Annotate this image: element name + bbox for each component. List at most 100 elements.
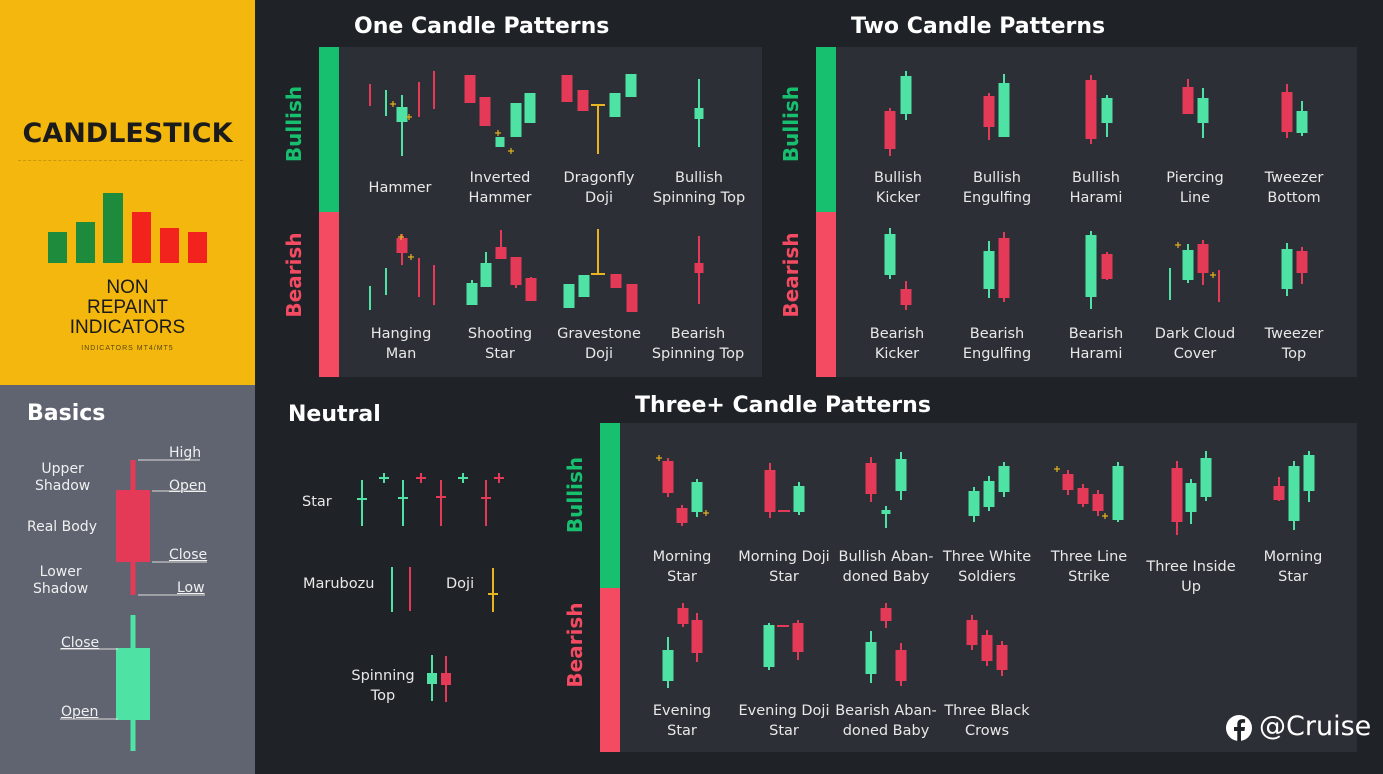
pattern-label: Bearish Engulfing	[962, 326, 1032, 362]
candle-body	[385, 268, 387, 295]
pattern-label: Tweezer Top	[1264, 326, 1324, 362]
neutral-title: Neutral	[288, 402, 381, 427]
candle-body	[998, 83, 1010, 137]
pattern-label: Bearish Spinning Top	[651, 326, 745, 362]
pattern-label: Gravestone Doji	[557, 326, 641, 362]
candle-body	[983, 251, 995, 289]
candle-body	[1281, 249, 1293, 289]
candle-body	[1182, 250, 1194, 280]
low-label: Low	[177, 580, 205, 596]
one-candle-title: One Candle Patterns	[354, 14, 610, 39]
one-bullish-strip	[319, 47, 339, 212]
candle-body	[900, 289, 912, 305]
candle-body	[691, 482, 703, 512]
one-bearish-strip	[319, 212, 339, 377]
candle-body	[881, 510, 891, 514]
candle-body	[466, 283, 478, 305]
candle-body	[578, 275, 590, 297]
pattern-label: Hammer	[368, 180, 432, 196]
candle-body	[1185, 483, 1197, 512]
pattern-label: Bullish Spinning Top	[652, 170, 746, 206]
pattern-label: Inverted Hammer	[468, 170, 532, 206]
pattern-label: Three Line Strike	[1050, 549, 1128, 585]
basics-bear-body	[116, 490, 150, 562]
candle-body	[865, 463, 877, 494]
three-bearish-strip	[600, 588, 620, 752]
pattern-label: Dark Cloud Cover	[1154, 326, 1236, 362]
high-label: High	[169, 445, 202, 461]
candle-body	[480, 263, 492, 287]
pattern-label: Three White Soldiers	[942, 549, 1032, 585]
pattern-label: Bullish Harami	[1069, 170, 1123, 206]
candle-body	[626, 284, 638, 312]
candle-body	[966, 620, 978, 645]
candle-body	[441, 673, 451, 685]
candle-body	[1296, 111, 1308, 133]
candle-body	[409, 567, 411, 597]
basics-diagram	[60, 459, 207, 751]
candle-body	[981, 635, 993, 661]
candle-body	[884, 234, 896, 275]
neutral-star-label: Star	[302, 494, 332, 510]
pattern-label: Evening Doji Star	[738, 703, 830, 739]
candle-body	[996, 645, 1008, 670]
candle-body	[895, 650, 907, 681]
basics-bull-body	[116, 648, 150, 720]
candle-body	[1171, 468, 1183, 522]
candle-body	[495, 137, 505, 147]
candle-body	[479, 97, 491, 126]
candle-body	[900, 76, 912, 114]
candle-body	[510, 103, 522, 137]
watermark-handle: @Cruise	[1259, 711, 1372, 742]
candle-body	[525, 278, 537, 301]
pattern-label: Shooting Star	[467, 326, 533, 362]
candle-body	[396, 238, 408, 253]
candle-body	[577, 90, 589, 111]
candle-body	[1112, 466, 1124, 520]
neutral-marubozu-label: Marubozu	[303, 576, 375, 592]
candle-body	[983, 481, 995, 507]
candle-body	[1197, 98, 1209, 123]
pattern-label: Evening Star	[652, 703, 712, 739]
one-candle-panel	[339, 47, 762, 377]
candle-body	[1169, 268, 1171, 300]
lower-shadow-label: Lower Shadow	[33, 564, 89, 597]
candle-body	[1101, 254, 1113, 279]
candle-body	[998, 466, 1010, 492]
close-label: Close	[169, 547, 208, 563]
facebook-icon	[1226, 715, 1252, 741]
candle-body	[369, 84, 371, 106]
candle-body	[610, 274, 622, 288]
candle-body	[662, 650, 674, 681]
candle-body	[1273, 486, 1285, 500]
real-body-label: Real Body	[27, 519, 97, 535]
candle-body	[1085, 80, 1097, 139]
candle-body	[391, 567, 393, 600]
candle-body	[418, 82, 420, 117]
basics-title: Basics	[27, 401, 106, 426]
candle-body	[1288, 466, 1300, 521]
neutral-spinning-top-label: Spinning Top	[351, 668, 415, 704]
candle-body	[983, 96, 995, 127]
candle-body	[418, 258, 420, 297]
candle-body	[495, 247, 507, 259]
pattern-label: Tweezer Bottom	[1264, 170, 1324, 206]
candle-body	[764, 470, 776, 512]
candle-body	[662, 461, 674, 493]
candle-body	[676, 508, 688, 523]
candle-body	[433, 265, 435, 305]
upper-shadow-label: Upper Shadow	[35, 461, 91, 494]
brand-bars-logo	[48, 193, 207, 263]
candle-body	[433, 71, 435, 109]
logo-bar	[76, 222, 95, 263]
brand-title: CANDLESTICK	[22, 118, 233, 149]
candle-body	[1077, 488, 1089, 504]
candle-body	[1296, 251, 1308, 273]
candle-body	[1101, 98, 1113, 123]
candle-body	[1085, 235, 1097, 297]
candle-body	[895, 459, 907, 491]
candle-body	[691, 620, 703, 653]
candle-body	[427, 673, 437, 684]
candle-body	[880, 608, 892, 621]
